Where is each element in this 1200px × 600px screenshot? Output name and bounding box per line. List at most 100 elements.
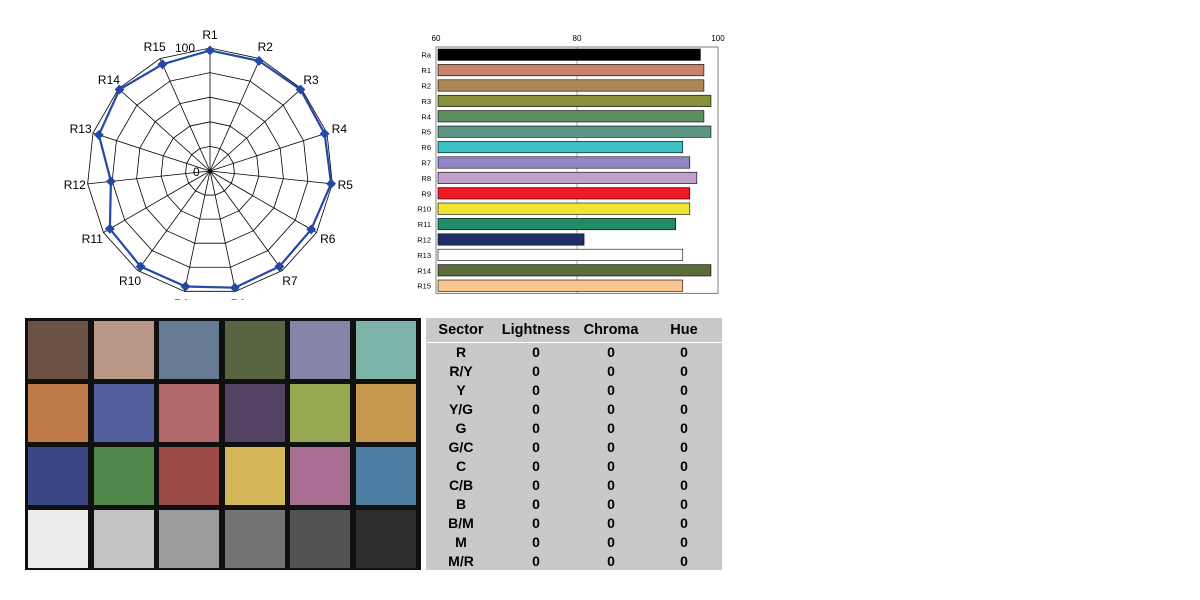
header-sector: Sector: [426, 318, 496, 343]
radar-axis-label: R10: [119, 274, 141, 288]
radar-grid: [87, 47, 333, 292]
color-swatch: [224, 384, 285, 442]
table-row: M 0 0 0: [426, 533, 722, 552]
color-swatch: [93, 510, 154, 568]
bar-category-label: R4: [421, 112, 431, 121]
sector-cell: Y: [456, 382, 466, 398]
radar-spoke: [209, 170, 236, 292]
sector-cell: G/C: [448, 439, 474, 455]
sector-table: Sector Lightness Chroma Hue R 0 0 0 R/Y 0 0 0 Y 0…: [426, 318, 722, 570]
radar-tick-label-max: 100: [175, 41, 195, 55]
sector-cell: B/M: [448, 515, 474, 531]
color-swatch: [355, 447, 416, 505]
color-rendering-radar-chart: R1 R2 R3 R4 R5 R6 R7 R8 R9 R10 R11 R12 R13 R14 R15 0 100: [64, 28, 354, 300]
color-swatch: [290, 384, 350, 442]
color-swatch: [159, 321, 219, 379]
radar-point: [295, 84, 306, 95]
radar-spoke: [184, 170, 211, 292]
bar-category-label: R7: [421, 159, 431, 168]
radar-spoke: [137, 170, 211, 271]
color-swatch: [93, 384, 154, 442]
table-row: R/Y 0 0 0: [426, 362, 722, 381]
radar-point: [254, 55, 264, 66]
radar-spoke: [159, 58, 211, 172]
radar-spoke: [103, 170, 211, 233]
lightness-cell: 0: [532, 401, 540, 417]
hue-cell: 0: [680, 496, 688, 512]
radar-axis-label: R4: [332, 122, 348, 136]
chroma-cell: 0: [607, 496, 615, 512]
radar-grid-ring: [160, 121, 260, 220]
radar-point: [274, 261, 285, 272]
bar: [437, 156, 691, 169]
color-swatch: [159, 510, 219, 568]
radar-point: [105, 176, 116, 187]
chroma-cell: 0: [607, 477, 615, 493]
radar-grid-ring: [185, 145, 235, 196]
radar-point: [306, 224, 317, 235]
radar-axis-label: R12: [64, 178, 86, 192]
bar: [437, 218, 676, 231]
hue-cell: 0: [680, 382, 688, 398]
bar-category-label: Ra: [421, 51, 431, 60]
bar: [437, 264, 712, 277]
chroma-cell: 0: [607, 344, 615, 360]
bar: [437, 94, 712, 107]
sector-cell: Y/G: [448, 401, 474, 417]
lightness-cell: 0: [532, 420, 540, 436]
radar-grid-ring: [87, 47, 333, 292]
sector-cell: R/Y: [449, 363, 473, 379]
header-chroma: Chroma: [576, 318, 646, 343]
bar-category-label: R14: [417, 266, 431, 275]
radar-axis-label: R11: [82, 232, 103, 246]
color-rendering-bar-chart: 60 80 100 Ra R1 R2 R3 R4 R5 R6 R7 R8 R9 R10 R11 R12 R13 R…: [417, 34, 725, 294]
chroma-cell: 0: [607, 420, 615, 436]
bar-x-tick-label: 80: [573, 34, 582, 43]
color-swatch: [28, 321, 88, 379]
bar-category-label: R10: [417, 205, 431, 214]
header-hue: Hue: [646, 318, 722, 343]
color-swatch: [290, 447, 350, 505]
bar-category-label: R9: [421, 189, 431, 198]
radar-point: [157, 59, 168, 70]
chroma-cell: 0: [607, 534, 615, 550]
radar-axis-label: R5: [338, 178, 354, 192]
bar: [437, 171, 698, 184]
hue-cell: 0: [680, 515, 688, 531]
bar-category-label: R5: [421, 128, 431, 137]
color-swatch: [159, 384, 219, 442]
radar-point: [319, 128, 330, 139]
hue-cell: 0: [680, 553, 688, 569]
radar-point: [93, 129, 104, 140]
sector-cell: M: [455, 534, 467, 550]
lightness-cell: 0: [532, 553, 540, 569]
color-swatch: [224, 510, 285, 568]
radar-axis-label: R3: [303, 73, 319, 87]
lightness-cell: 0: [532, 382, 540, 398]
bar: [437, 279, 684, 292]
radar-axis-label: R15: [144, 40, 166, 54]
chroma-cell: 0: [607, 439, 615, 455]
hue-cell: 0: [680, 363, 688, 379]
bar-category-label: R3: [421, 97, 431, 106]
lightness-cell: 0: [532, 439, 540, 455]
lightness-cell: 0: [532, 363, 540, 379]
sector-cell: B: [455, 496, 467, 512]
radar-spoke: [92, 132, 211, 172]
radar-point: [229, 282, 240, 293]
color-swatch: [355, 510, 416, 568]
bar: [437, 64, 705, 77]
color-swatch: [355, 384, 416, 442]
sector-cell: M/R: [448, 553, 474, 569]
radar-grid-ring: [111, 72, 309, 268]
radar-axis-label: R6: [320, 232, 336, 246]
radar-point: [180, 281, 191, 292]
radar-spoke: [209, 170, 283, 271]
chroma-cell: 0: [607, 401, 615, 417]
radar-grid-ring: [136, 96, 284, 244]
color-swatch: [224, 321, 285, 379]
lightness-cell: 0: [532, 344, 540, 360]
bar: [437, 110, 705, 123]
lightness-cell: 0: [532, 534, 540, 550]
sector-cell: G: [455, 420, 467, 436]
